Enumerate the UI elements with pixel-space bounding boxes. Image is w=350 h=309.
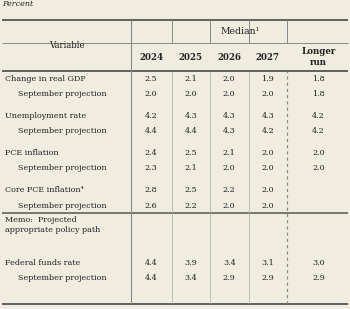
Text: September projection: September projection — [18, 274, 106, 282]
Text: Memo:  Projected
appropriate policy path: Memo: Projected appropriate policy path — [5, 216, 101, 234]
Text: 2024: 2024 — [139, 53, 163, 62]
Text: 2.0: 2.0 — [223, 164, 236, 172]
Text: Core PCE inflation⁴: Core PCE inflation⁴ — [5, 186, 84, 194]
Text: 2.0: 2.0 — [312, 149, 325, 157]
Text: 1.8: 1.8 — [312, 75, 325, 83]
Text: September projection: September projection — [18, 202, 106, 210]
Text: 2.0: 2.0 — [223, 90, 236, 98]
Text: 4.4: 4.4 — [184, 127, 197, 135]
Text: September projection: September projection — [18, 164, 106, 172]
Text: 2025: 2025 — [179, 53, 203, 62]
Text: Variable: Variable — [49, 41, 84, 50]
Text: 2.0: 2.0 — [145, 90, 158, 98]
Text: Median¹: Median¹ — [220, 27, 259, 36]
Text: 2.9: 2.9 — [312, 274, 325, 282]
Text: 4.4: 4.4 — [145, 259, 158, 267]
Text: 2.0: 2.0 — [312, 164, 325, 172]
Text: 4.2: 4.2 — [261, 127, 274, 135]
Text: 4.3: 4.3 — [261, 112, 274, 120]
Text: Percent: Percent — [2, 0, 33, 8]
Text: Unemployment rate: Unemployment rate — [5, 112, 86, 120]
Text: 2.2: 2.2 — [184, 202, 197, 210]
Text: 3.4: 3.4 — [184, 274, 197, 282]
Text: 4.3: 4.3 — [184, 112, 197, 120]
Text: 4.2: 4.2 — [312, 112, 325, 120]
Text: 4.3: 4.3 — [223, 112, 236, 120]
Text: 3.9: 3.9 — [184, 259, 197, 267]
Text: 2.4: 2.4 — [145, 149, 158, 157]
Text: 2.0: 2.0 — [223, 75, 236, 83]
Text: 2.2: 2.2 — [223, 186, 236, 194]
Text: 2.8: 2.8 — [145, 186, 158, 194]
Text: 1.8: 1.8 — [312, 90, 325, 98]
Text: 2.0: 2.0 — [261, 186, 274, 194]
Text: 2.1: 2.1 — [184, 75, 197, 83]
Text: 4.2: 4.2 — [145, 112, 158, 120]
Text: 2.5: 2.5 — [145, 75, 158, 83]
Text: 4.4: 4.4 — [145, 274, 158, 282]
Text: 2.0: 2.0 — [184, 90, 197, 98]
Text: 3.0: 3.0 — [312, 259, 325, 267]
Text: Federal funds rate: Federal funds rate — [5, 259, 81, 267]
Text: 2.9: 2.9 — [223, 274, 236, 282]
Text: 2.0: 2.0 — [223, 202, 236, 210]
Text: September projection: September projection — [18, 127, 106, 135]
Text: 2.0: 2.0 — [261, 202, 274, 210]
Text: 2027: 2027 — [256, 53, 280, 62]
Text: 4.3: 4.3 — [223, 127, 236, 135]
Text: 2.9: 2.9 — [261, 274, 274, 282]
Text: 3.1: 3.1 — [261, 259, 274, 267]
Text: 2.0: 2.0 — [261, 149, 274, 157]
Text: Change in real GDP: Change in real GDP — [5, 75, 86, 83]
Text: 2.3: 2.3 — [145, 164, 158, 172]
Text: PCE inflation: PCE inflation — [5, 149, 59, 157]
Text: 4.2: 4.2 — [312, 127, 325, 135]
Text: 2.1: 2.1 — [223, 149, 236, 157]
Text: 2026: 2026 — [217, 53, 241, 62]
Text: Longer
run: Longer run — [301, 48, 336, 67]
Text: 4.4: 4.4 — [145, 127, 158, 135]
Text: 2.0: 2.0 — [261, 164, 274, 172]
Text: 2.1: 2.1 — [184, 164, 197, 172]
Text: 2.0: 2.0 — [261, 90, 274, 98]
Text: 1.9: 1.9 — [261, 75, 274, 83]
Text: 2.5: 2.5 — [184, 186, 197, 194]
Text: 2.5: 2.5 — [184, 149, 197, 157]
Text: September projection: September projection — [18, 90, 106, 98]
Text: 2.6: 2.6 — [145, 202, 158, 210]
Text: 3.4: 3.4 — [223, 259, 236, 267]
